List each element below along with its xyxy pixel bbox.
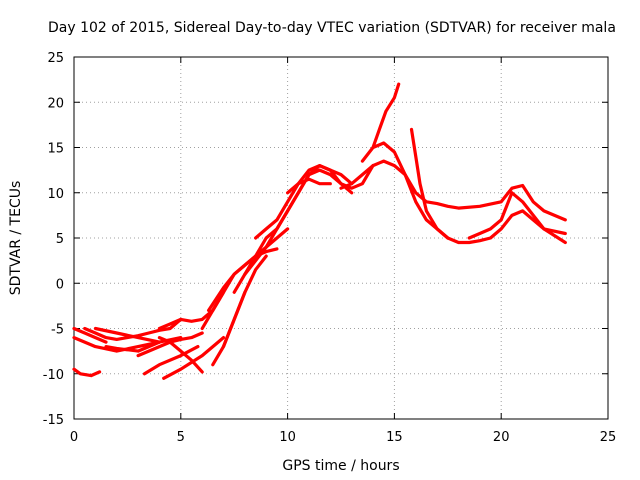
data-series xyxy=(72,82,567,380)
satellite-track-9 xyxy=(162,336,226,380)
satellite-track-6 xyxy=(104,340,161,353)
y-tick-label: -10 xyxy=(43,368,64,383)
satellite-track-18 xyxy=(254,164,354,240)
y-tick-label: 5 xyxy=(56,232,64,247)
x-tick-label: 25 xyxy=(600,430,617,445)
satellite-track-5 xyxy=(93,326,161,344)
x-tick-label: 20 xyxy=(493,430,510,445)
y-tick-label: -15 xyxy=(43,413,64,428)
satellite-track-10 xyxy=(136,331,204,358)
satellite-track-2 xyxy=(72,367,102,378)
y-tick-label: 10 xyxy=(47,187,64,202)
satellite-track-17 xyxy=(243,164,375,276)
satellite-track-13 xyxy=(207,227,290,312)
satellite-track-20 xyxy=(339,159,567,222)
x-tick-label: 15 xyxy=(386,430,403,445)
y-axis-label: SDTVAR / TECUs xyxy=(8,181,24,296)
satellite-track-3 xyxy=(72,326,108,344)
satellite-track-12 xyxy=(200,247,279,331)
y-tick-label: -5 xyxy=(51,323,64,338)
chart-title: Day 102 of 2015, Sidereal Day-to-day VTE… xyxy=(48,20,616,36)
satellite-track-8 xyxy=(157,336,204,374)
satellite-track-21 xyxy=(360,141,567,245)
grid-lines xyxy=(74,57,608,419)
y-tick-label: 20 xyxy=(47,96,64,111)
satellite-track-24 xyxy=(467,191,567,245)
satellite-track-22 xyxy=(371,82,401,150)
x-tick-label: 10 xyxy=(279,430,296,445)
y-tick-label: 15 xyxy=(47,142,64,157)
satellite-track-7 xyxy=(142,345,200,376)
y-tick-label: 25 xyxy=(47,51,64,66)
satellite-track-19 xyxy=(286,177,332,195)
satellite-track-23 xyxy=(409,127,450,240)
x-tick-label: 5 xyxy=(177,430,185,445)
y-tick-label: 0 xyxy=(56,277,64,292)
x-axis-label: GPS time / hours xyxy=(282,458,399,474)
axis-ticks: 0 5 10 15 20 25 -15 -10 -5 0 5 10 15 20 25 xyxy=(43,51,617,445)
x-tick-label: 0 xyxy=(70,430,78,445)
satellite-track-15 xyxy=(221,254,268,349)
